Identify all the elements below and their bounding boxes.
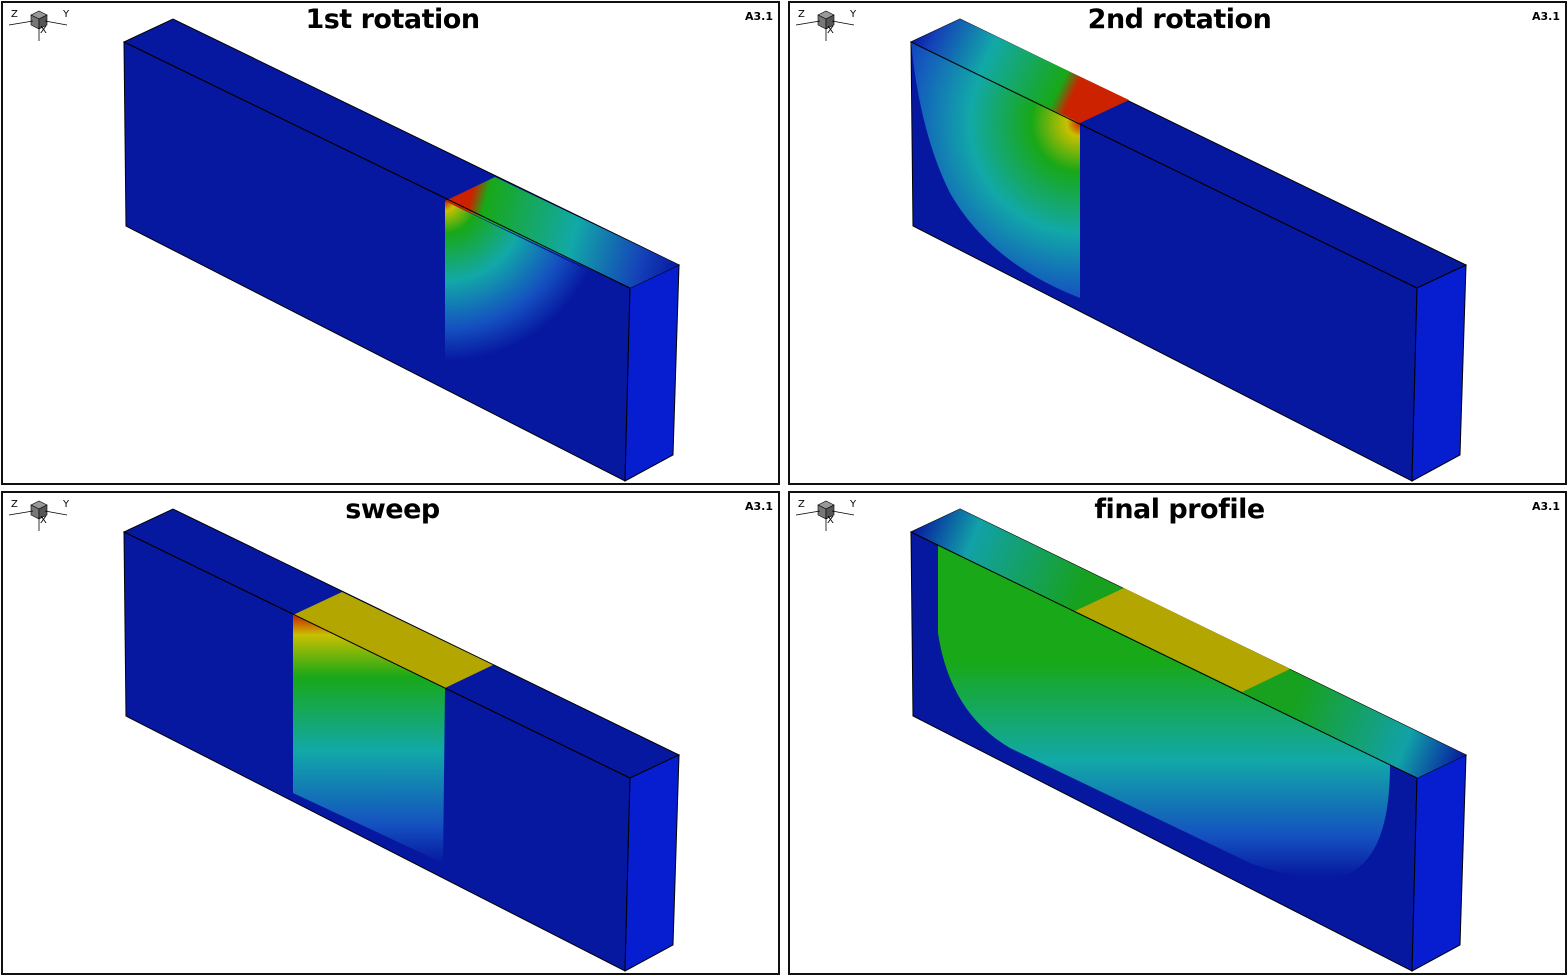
beam-plot (122, 18, 681, 482)
svg-text:X: X (827, 25, 834, 36)
axis-triad-icon: Z Y X (795, 9, 857, 41)
svg-text:X: X (827, 515, 834, 526)
beam-side-face (1411, 264, 1467, 482)
heat-zone-front (938, 545, 1390, 878)
heat-zone-front (911, 42, 1080, 298)
version-tag: A3.1 (1532, 10, 1560, 23)
beam-plot (909, 18, 1468, 482)
panel-1st-rotation: 1st rotation A3.1 Z Y X (1, 1, 780, 485)
beam-plot (122, 508, 681, 972)
beam-side-face (624, 754, 680, 972)
svg-text:Z: Z (798, 499, 805, 510)
axis-triad-icon: Z Y X (8, 9, 70, 41)
beam-side-face (624, 264, 680, 482)
panel-sweep: sweep A3.1 Z Y X (1, 491, 780, 975)
svg-text:Z: Z (11, 9, 18, 20)
panel-title: final profile (1094, 494, 1265, 525)
svg-text:X: X (40, 25, 47, 36)
panel-title: 1st rotation (305, 4, 480, 35)
version-tag: A3.1 (745, 500, 773, 513)
svg-text:Y: Y (62, 499, 70, 510)
version-tag: A3.1 (745, 10, 773, 23)
axis-triad-icon: Z Y X (8, 499, 70, 531)
heat-zone-front (445, 201, 594, 388)
melt-pool-top (293, 592, 493, 688)
panel-final-profile: final profile A3.1 Z Y X (788, 491, 1567, 975)
beam-plot (909, 508, 1468, 972)
svg-text:Z: Z (11, 499, 18, 510)
heat-zone-top (911, 19, 1129, 123)
svg-text:Y: Y (62, 9, 70, 20)
heat-zone-front (293, 615, 445, 863)
svg-text:X: X (40, 515, 47, 526)
beam-side-face (1411, 754, 1467, 972)
panel-2nd-rotation: 2nd rotation A3.1 Z Y X (788, 1, 1567, 485)
version-tag: A3.1 (1532, 500, 1560, 513)
panel-title: 2nd rotation (1087, 4, 1272, 35)
axis-triad-icon: Z Y X (795, 499, 857, 531)
svg-text:Z: Z (798, 9, 805, 20)
melt-pool-top (1075, 588, 1290, 692)
panel-title: sweep (345, 494, 440, 525)
heat-zone-top (445, 177, 679, 288)
svg-text:Y: Y (849, 499, 857, 510)
svg-text:Y: Y (849, 9, 857, 20)
